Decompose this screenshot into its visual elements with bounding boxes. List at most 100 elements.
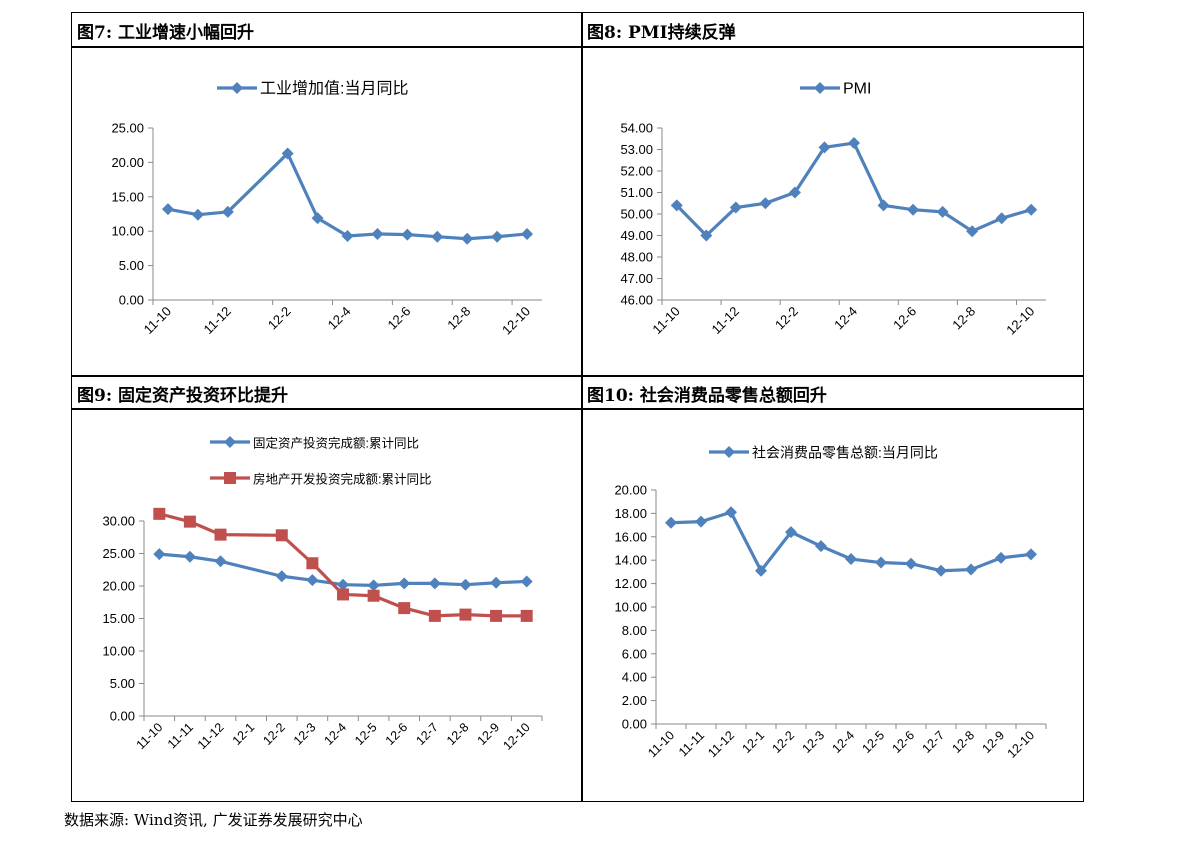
data-point [428, 609, 441, 622]
legend-swatch-marker [723, 446, 735, 458]
y-tick-label: 14.00 [614, 553, 647, 568]
data-point [845, 553, 857, 566]
data-point [341, 230, 354, 243]
title-rule-top [71, 46, 1084, 48]
data-point [1025, 203, 1038, 216]
y-tick-label: 0.00 [622, 717, 647, 732]
data-point [1025, 548, 1037, 561]
data-point [785, 526, 797, 539]
grid-divider-middle [71, 375, 1084, 377]
y-tick-label: 4.00 [622, 670, 647, 685]
data-point [665, 516, 677, 529]
y-tick-label: 10.00 [111, 224, 144, 239]
x-tick-label: 11-12 [705, 728, 737, 760]
panel-title-1: 图7: 工业增速小幅回升 [77, 23, 255, 43]
data-point [337, 588, 349, 601]
x-tick-label: 12-9 [980, 728, 1008, 756]
y-tick-label: 0.00 [110, 709, 135, 724]
data-point [337, 578, 349, 591]
data-point [966, 225, 979, 238]
data-point [491, 230, 504, 243]
y-tick-label: 20.00 [614, 483, 647, 498]
y-tick-label: 0.00 [119, 293, 144, 308]
y-tick-label: 48.00 [620, 250, 653, 265]
x-tick-label: 11-11 [676, 728, 707, 759]
legend-swatch-marker [224, 472, 236, 484]
panel-title-3: 图9: 固定资产投资环比提升 [77, 386, 289, 406]
data-point [815, 540, 827, 553]
x-tick-label: 12-2 [770, 728, 798, 756]
data-point [875, 556, 887, 569]
y-tick-label: 49.00 [620, 228, 653, 243]
x-tick-label: 12-8 [950, 728, 978, 756]
x-tick-label: 12-4 [830, 728, 858, 756]
panel-title-4: 图10: 社会消费品零售总额回升 [587, 386, 827, 406]
y-tick-label: 5.00 [119, 258, 144, 273]
legend-label: 房地产开发投资完成额:累计同比 [253, 472, 431, 487]
panel-title-2: 图8: PMI持续反弹 [587, 23, 736, 43]
data-point [459, 578, 472, 591]
data-point [670, 199, 683, 212]
data-point [371, 227, 384, 240]
data-point [367, 589, 380, 602]
x-tick-label: 12-7 [920, 728, 948, 756]
data-point [907, 203, 920, 216]
y-tick-label: 15.00 [111, 189, 144, 204]
data-point [905, 557, 917, 570]
x-tick-label: 12-3 [800, 728, 828, 756]
data-point [401, 228, 414, 241]
data-point [995, 551, 1007, 564]
y-tick-label: 6.00 [622, 646, 647, 661]
data-point [214, 555, 227, 568]
y-tick-label: 15.00 [102, 611, 135, 626]
y-tick-label: 8.00 [622, 623, 647, 638]
y-tick-label: 10.00 [614, 600, 647, 615]
data-point [183, 550, 196, 563]
data-point [818, 141, 831, 154]
data-point [367, 579, 380, 592]
y-tick-label: 5.00 [110, 676, 135, 691]
grid-divider-vertical [581, 12, 583, 802]
data-point [700, 229, 713, 242]
data-point [281, 147, 294, 160]
data-point [965, 563, 977, 576]
data-point [428, 577, 441, 590]
y-tick-label: 20.00 [102, 579, 135, 594]
y-tick-label: 12.00 [614, 576, 647, 591]
data-point [877, 199, 890, 212]
data-point [520, 609, 533, 622]
data-point [461, 232, 474, 245]
data-point [520, 575, 533, 588]
legend-swatch-marker [224, 436, 236, 448]
figure-grid [71, 12, 1084, 802]
x-tick-label: 11-10 [645, 728, 677, 760]
data-point [398, 602, 411, 615]
y-tick-label: 50.00 [620, 207, 653, 222]
y-tick-label: 10.00 [102, 644, 135, 659]
y-tick-label: 52.00 [620, 164, 653, 179]
data-point [183, 515, 196, 528]
data-point [695, 515, 707, 528]
y-tick-label: 54.00 [620, 121, 653, 136]
data-point [221, 205, 234, 218]
data-point [521, 227, 534, 240]
data-point [306, 574, 319, 587]
y-tick-label: 25.00 [111, 121, 144, 136]
title-rule-bottom [71, 408, 1084, 410]
data-point [490, 576, 503, 589]
data-point [725, 506, 737, 519]
data-point [153, 548, 166, 561]
y-tick-label: 16.00 [614, 529, 647, 544]
data-point [995, 212, 1008, 225]
data-point [490, 609, 503, 622]
y-tick-label: 18.00 [614, 506, 647, 521]
legend-swatch-marker [231, 82, 243, 94]
x-tick-label: 12-10 [1005, 728, 1038, 761]
data-point [306, 557, 319, 570]
legend-swatch-marker [814, 82, 826, 94]
data-point [755, 564, 767, 577]
y-tick-label: 25.00 [102, 546, 135, 561]
